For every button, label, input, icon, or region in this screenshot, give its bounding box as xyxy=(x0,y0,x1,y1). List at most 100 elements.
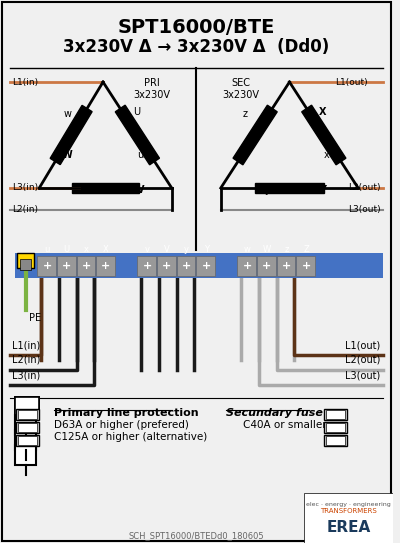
Bar xyxy=(17,253,34,268)
Bar xyxy=(96,256,115,276)
Text: V: V xyxy=(137,185,145,195)
Bar xyxy=(15,397,39,415)
Text: y: y xyxy=(265,185,271,195)
Text: L1(out): L1(out) xyxy=(346,340,381,350)
Text: Z: Z xyxy=(240,150,248,160)
Text: +: + xyxy=(142,261,152,271)
Text: C40A or smaller: C40A or smaller xyxy=(243,420,327,430)
Text: v: v xyxy=(145,245,150,254)
Text: X: X xyxy=(103,245,109,254)
Bar xyxy=(37,256,56,276)
Bar xyxy=(302,105,346,165)
Text: PE: PE xyxy=(30,313,42,323)
Text: SCH_SPT16000/BTEDd0_180605: SCH_SPT16000/BTEDd0_180605 xyxy=(128,531,264,540)
Text: u: u xyxy=(44,245,50,254)
Text: X: X xyxy=(319,107,326,117)
Bar xyxy=(177,256,195,276)
Bar xyxy=(238,256,256,276)
Text: C125A or higher (alternative): C125A or higher (alternative) xyxy=(54,432,207,442)
Text: +: + xyxy=(62,261,71,271)
Bar xyxy=(72,183,139,193)
Bar xyxy=(16,409,39,420)
Text: U: U xyxy=(64,245,70,254)
Text: +: + xyxy=(101,261,110,271)
Text: +: + xyxy=(282,261,291,271)
Bar xyxy=(157,256,176,276)
Bar xyxy=(20,259,31,270)
Bar xyxy=(324,409,347,420)
Text: L2(in): L2(in) xyxy=(12,205,38,214)
Text: SEC
3x230V: SEC 3x230V xyxy=(222,78,259,99)
Bar xyxy=(57,256,76,276)
Text: EREA: EREA xyxy=(326,520,370,535)
Text: U: U xyxy=(134,107,140,117)
Text: Z: Z xyxy=(303,245,309,254)
Bar xyxy=(277,256,295,276)
Text: Primary line protection: Primary line protection xyxy=(54,408,198,418)
Text: +: + xyxy=(202,261,211,271)
Bar xyxy=(76,256,95,276)
Bar xyxy=(255,183,324,193)
Text: Secundary fuse: Secundary fuse xyxy=(226,408,322,418)
Text: W: W xyxy=(263,245,271,254)
Text: L1(in): L1(in) xyxy=(12,340,40,350)
Bar xyxy=(15,397,39,415)
Bar xyxy=(324,435,347,446)
Bar xyxy=(233,105,277,165)
Text: Y: Y xyxy=(204,245,208,254)
Bar xyxy=(196,256,215,276)
Text: z: z xyxy=(284,245,289,254)
Text: L3(in): L3(in) xyxy=(12,370,40,380)
Bar xyxy=(16,435,39,446)
Text: +: + xyxy=(243,261,252,271)
Text: u: u xyxy=(137,150,144,160)
Text: y: y xyxy=(184,245,189,254)
Bar xyxy=(18,436,37,445)
Text: w: w xyxy=(64,109,72,119)
Text: w: w xyxy=(244,245,251,254)
Bar xyxy=(257,256,276,276)
Text: L1(in): L1(in) xyxy=(12,78,38,87)
Bar xyxy=(137,256,156,276)
Text: +: + xyxy=(82,261,91,271)
Text: L3(in): L3(in) xyxy=(12,183,38,192)
Text: PRI
3x230V: PRI 3x230V xyxy=(134,78,170,99)
Bar xyxy=(15,415,36,435)
Bar xyxy=(15,445,36,465)
Bar xyxy=(18,410,37,419)
Text: L1(out): L1(out) xyxy=(335,78,368,87)
Bar xyxy=(326,410,346,419)
Text: x: x xyxy=(84,245,89,254)
Bar xyxy=(304,493,392,543)
Text: TRANSFORMERS: TRANSFORMERS xyxy=(320,508,377,514)
Bar xyxy=(15,397,39,415)
Text: D63A or higher (prefered): D63A or higher (prefered) xyxy=(54,420,189,430)
Text: +: + xyxy=(162,261,172,271)
Text: L2(out): L2(out) xyxy=(348,183,381,192)
Text: x: x xyxy=(324,150,330,160)
Bar xyxy=(326,423,346,432)
Text: L3(out): L3(out) xyxy=(346,370,381,380)
Text: v: v xyxy=(88,185,94,195)
Text: L2(out): L2(out) xyxy=(345,355,381,365)
Bar xyxy=(18,423,37,432)
Bar xyxy=(50,105,92,165)
Bar xyxy=(15,430,36,450)
Text: 3x230V Δ → 3x230V Δ  (Dd0): 3x230V Δ → 3x230V Δ (Dd0) xyxy=(63,38,329,56)
Text: elec · energy · engineering: elec · energy · engineering xyxy=(306,502,391,507)
Bar xyxy=(16,422,39,433)
Bar xyxy=(15,253,383,278)
Bar xyxy=(296,256,315,276)
Text: V: V xyxy=(164,245,170,254)
Text: L2(in): L2(in) xyxy=(12,355,40,365)
Text: L3(out): L3(out) xyxy=(348,205,381,214)
Text: +: + xyxy=(42,261,52,271)
Text: +: + xyxy=(182,261,191,271)
Text: Y: Y xyxy=(319,185,326,195)
Text: +: + xyxy=(302,261,311,271)
Bar xyxy=(326,436,346,445)
Text: SPT16000/BTE: SPT16000/BTE xyxy=(118,18,275,37)
Bar xyxy=(324,422,347,433)
Text: +: + xyxy=(262,261,272,271)
Bar xyxy=(115,105,160,165)
